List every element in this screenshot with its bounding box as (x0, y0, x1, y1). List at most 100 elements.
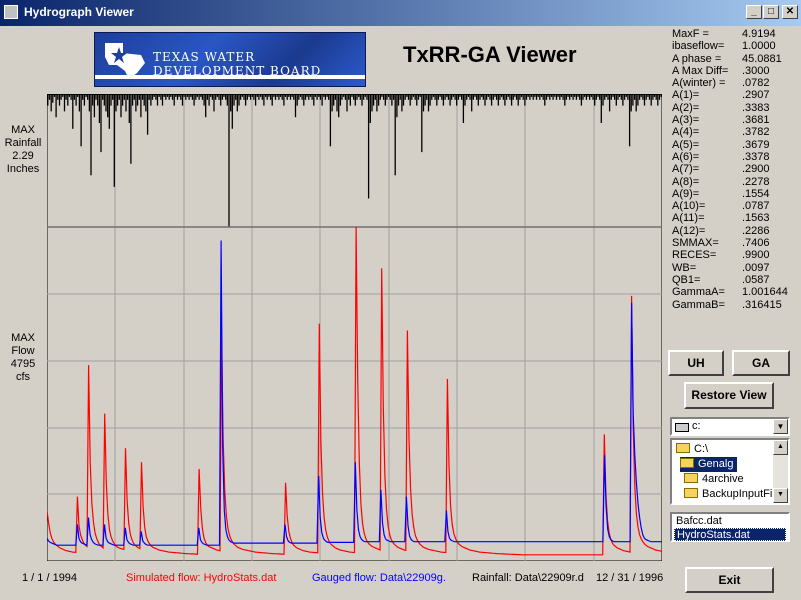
param-value: .0782 (742, 77, 770, 90)
param-row: WB= .0097 (672, 262, 797, 274)
hydrograph-plot[interactable] (47, 94, 662, 561)
dir-label: Genalg (698, 458, 734, 470)
drive-value: c: (692, 420, 701, 432)
param-row: A(9)= .1554 (672, 188, 797, 200)
gauged-legend: Gauged flow: Data\22909g. (312, 572, 446, 584)
param-value: 1.0000 (742, 40, 776, 53)
param-name: A(7)= (672, 163, 700, 176)
param-value: .0587 (742, 273, 770, 286)
file-list[interactable]: Bafcc.dat HydroStats.dat (670, 512, 790, 542)
param-row: A(12)= .2286 (672, 225, 797, 237)
param-row: A Max Diff= .3000 (672, 65, 797, 77)
exit-button[interactable]: Exit (685, 567, 774, 593)
directory-list[interactable]: BackupInputFile 4archive Genalg C:\ ▲ ▼ (670, 438, 790, 505)
scroll-up-icon[interactable]: ▲ (773, 440, 788, 455)
rain-label-line: Rainfall (4, 137, 42, 149)
twdb-logo: TEXAS WATER DEVELOPMENT BOARD (94, 32, 366, 87)
param-value: .3378 (742, 150, 770, 163)
rain-max-label: MAX Rainfall 2.29 Inches (4, 124, 42, 176)
param-row: A(winter) = .0782 (672, 77, 797, 89)
param-value: .3000 (742, 64, 770, 77)
dir-label: C:\ (694, 443, 709, 455)
gauged-flow-line (47, 240, 662, 547)
app-icon (4, 5, 18, 19)
param-name: ibaseflow= (672, 40, 725, 53)
title-bar: Hydrograph Viewer _ □ ✕ (0, 0, 801, 26)
window-title: Hydrograph Viewer (24, 5, 134, 19)
flow-max-value: 4795 (10, 358, 36, 370)
end-date: 12 / 31 / 1996 (596, 572, 664, 584)
drive-select[interactable]: c: ▼ (670, 417, 790, 436)
param-row: A(3)= .3681 (672, 114, 797, 126)
param-name: A(11)= (672, 212, 705, 225)
param-name: A(6)= (672, 150, 700, 163)
param-value: .7406 (742, 237, 770, 250)
param-name: MaxF = (672, 28, 709, 40)
scroll-down-icon[interactable]: ▼ (773, 488, 788, 503)
close-button[interactable]: ✕ (782, 5, 798, 19)
dir-item[interactable]: Genalg (680, 457, 738, 472)
minimize-button[interactable]: _ (746, 5, 762, 19)
param-value: 4.9194 (742, 28, 776, 40)
param-row: SMMAX= .7406 (672, 237, 797, 249)
param-name: A(3)= (672, 114, 700, 127)
param-value: .2907 (742, 89, 770, 102)
dir-item[interactable]: 4archive (684, 472, 744, 487)
simulated-flow-line (47, 226, 662, 556)
param-value: .1563 (742, 212, 770, 225)
plot-grid (47, 94, 662, 561)
param-name: A(4)= (672, 126, 700, 139)
param-name: A(1)= (672, 89, 700, 102)
flow-label-line: Flow (11, 345, 35, 357)
rain-label-line: MAX (11, 124, 35, 136)
param-value: .1554 (742, 187, 770, 200)
param-row: A(8)= .2278 (672, 176, 797, 188)
param-name: RECES= (672, 249, 717, 262)
parameter-list: MaxF = 4.9194 ibaseflow= 1.0000 A phase = 45.… (672, 28, 797, 311)
param-row: MaxF = 4.9194 (672, 28, 797, 40)
texas-map-icon (105, 43, 145, 79)
param-value: .316415 (742, 298, 782, 311)
param-value: .9900 (742, 249, 770, 262)
param-name: A(9)= (672, 187, 700, 200)
restore-view-button[interactable]: Restore View (684, 382, 774, 409)
param-row: GammaB= .316415 (672, 299, 797, 311)
logo-text: TEXAS WATER DEVELOPMENT BOARD (153, 50, 322, 78)
chevron-down-icon[interactable]: ▼ (773, 419, 788, 434)
param-name: A Max Diff= (672, 64, 729, 77)
param-row: A(2)= .3383 (672, 102, 797, 114)
folder-icon (684, 488, 698, 498)
param-name: A(winter) = (672, 77, 726, 90)
file-item[interactable]: Bafcc.dat (676, 515, 722, 527)
param-name: A(8)= (672, 175, 700, 188)
param-name: GammaB= (672, 298, 725, 311)
drive-icon (675, 423, 689, 432)
file-item[interactable]: HydroStats.dat (674, 528, 786, 541)
uh-button[interactable]: UH (668, 350, 724, 376)
maximize-button[interactable]: □ (763, 5, 779, 19)
rain-unit: Inches (6, 163, 40, 175)
ga-button[interactable]: GA (732, 350, 790, 376)
param-row: A(10)= .0787 (672, 200, 797, 212)
folder-icon (684, 473, 698, 483)
dir-label: BackupInputFile (702, 488, 781, 500)
folder-icon (676, 443, 690, 453)
param-row: A(7)= .2900 (672, 163, 797, 175)
flow-max-label: MAX Flow 4795 cfs (4, 332, 42, 384)
dir-item[interactable]: C:\ (676, 442, 708, 457)
param-name: WB= (672, 261, 697, 274)
dir-item[interactable]: BackupInputFile (684, 487, 781, 502)
param-row: QB1= .0587 (672, 274, 797, 286)
param-name: A(2)= (672, 101, 700, 114)
dir-scrollbar[interactable]: ▲ ▼ (773, 440, 788, 503)
param-value: .0097 (742, 261, 770, 274)
flow-unit: cfs (15, 371, 31, 383)
rainfall-legend: Rainfall: Data\22909r.d (472, 572, 584, 584)
param-name: A(5)= (672, 138, 700, 151)
param-value: 1.001644 (742, 286, 788, 299)
logo-underline (95, 75, 365, 79)
param-value: .2278 (742, 175, 770, 188)
param-name: A(12)= (672, 224, 706, 237)
folder-icon (680, 458, 694, 468)
param-value: .2286 (742, 224, 770, 237)
